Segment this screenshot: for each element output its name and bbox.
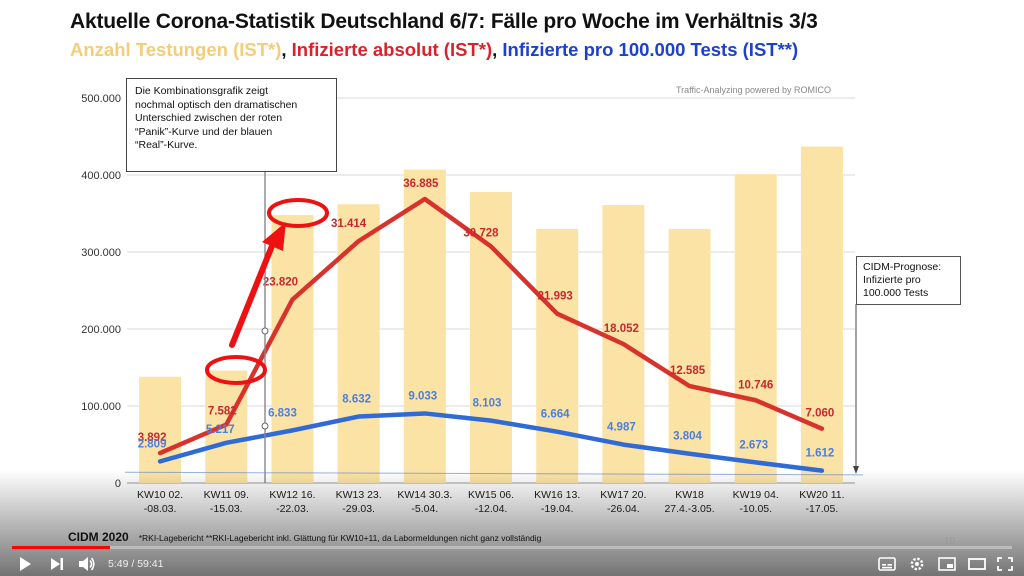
data-label-blue: 6.833 xyxy=(268,407,297,419)
player-controls: 5:49 / 59:41 xyxy=(0,552,1024,576)
data-label-blue: 1.612 xyxy=(806,448,835,460)
data-label-blue: 4.987 xyxy=(607,422,636,434)
x-tick-label: KW17 20. -26.04. xyxy=(600,489,646,515)
x-tick-label: KW15 06. -12.04. xyxy=(468,489,514,515)
bar-tests xyxy=(668,228,711,483)
note-line: “Panik”-Kurve und der blauen xyxy=(135,125,273,138)
bar-layer xyxy=(139,146,843,484)
bar-tests xyxy=(337,204,380,483)
annotation-circle xyxy=(267,198,329,228)
page-subtitle: Anzahl Testungen (IST*), Infizierte abso… xyxy=(70,39,798,61)
subtitle-infected-per-100k: Infizierte pro 100.000 Tests (IST**) xyxy=(502,39,799,60)
play-icon[interactable] xyxy=(14,554,36,574)
fullscreen-icon[interactable] xyxy=(994,554,1016,574)
note-line: Die Kombinationsgrafik zeigt xyxy=(135,85,269,97)
y-tick-label: 400.000 xyxy=(81,170,121,182)
video-progress-bar[interactable] xyxy=(12,546,1012,549)
y-tick-label: 300.000 xyxy=(81,247,121,259)
note-line: “Real”-Kurve. xyxy=(135,139,198,151)
bar-tests xyxy=(536,228,579,483)
data-label-red: 31.414 xyxy=(331,218,367,230)
cidm-line: Infizierte pro xyxy=(863,274,921,286)
data-label-red: 7.060 xyxy=(806,408,835,420)
time-display: 5:49 / 59:41 xyxy=(108,558,164,570)
line-infected-per-100k xyxy=(157,411,825,473)
data-label-red: 21.993 xyxy=(538,291,573,303)
bar-tests xyxy=(470,191,512,483)
data-label-blue: 6.664 xyxy=(541,409,570,421)
bar-tests xyxy=(139,376,182,483)
data-label-blue: 2.809 xyxy=(138,438,167,450)
y-tick-label: 100.000 xyxy=(81,401,121,413)
annotation-arrow-head xyxy=(262,222,286,251)
volume-icon[interactable] xyxy=(76,554,98,574)
line-infected-absolute xyxy=(157,196,825,456)
footer-brand: CIDM 2020 xyxy=(68,530,129,544)
watermark-text: Traffic-Analyzing powered by ROMICO xyxy=(676,85,832,95)
annotation-guide-dot xyxy=(261,327,269,335)
annotation-arrow-shaft xyxy=(229,243,275,348)
label-layer: 3.892 7.582 23.820 31.414 36.885 30.728 21.993… xyxy=(138,178,835,460)
x-tick-label: KW16 13. -19.04. xyxy=(534,489,580,515)
x-tick-label: KW19 04. -10.05. xyxy=(733,489,779,515)
bar-tests xyxy=(800,146,843,483)
video-progress-fill xyxy=(12,546,110,549)
footer-note: *RKI-Lagebericht **RKI-Lagebericht inkl.… xyxy=(138,533,542,543)
annotation-note-box: Die Kombinationsgrafik zeigt nochmal opt… xyxy=(126,78,337,172)
data-label-red: 18.052 xyxy=(604,323,639,335)
data-label-blue: 2.673 xyxy=(739,439,768,451)
x-tick-label: KW14 30.3. -5.04. xyxy=(397,489,452,515)
data-label-red: 7.582 xyxy=(208,406,237,418)
subtitle-separator: , xyxy=(492,39,503,60)
data-label-blue: 5.217 xyxy=(206,424,235,436)
data-label-red: 23.820 xyxy=(263,277,298,289)
note-line: nochmal optisch den dramatischen xyxy=(135,98,298,111)
subtitle-tests: Anzahl Testungen (IST*) xyxy=(70,39,282,60)
x-tick-label: KW10 02. -08.03. xyxy=(137,489,183,515)
data-label-red: 36.885 xyxy=(403,178,439,190)
bar-tests xyxy=(403,169,446,484)
data-label-blue: 9.033 xyxy=(408,390,437,402)
bar-tests xyxy=(734,174,777,484)
cidm-forecast-box: CIDM-Prognose: Infizierte pro 100.000 Te… xyxy=(856,256,961,305)
bar-tests xyxy=(271,215,314,484)
cidm-line: CIDM-Prognose: xyxy=(863,261,942,273)
data-label-red: 30.728 xyxy=(463,227,499,239)
data-label-red: 10.746 xyxy=(738,379,773,391)
subtitles-icon[interactable] xyxy=(876,554,898,574)
next-icon[interactable] xyxy=(46,554,68,574)
x-tick-label: KW11 09. -15.03. xyxy=(204,489,249,515)
data-label-red: 3.892 xyxy=(138,432,167,444)
miniplayer-icon[interactable] xyxy=(936,554,958,574)
settings-icon[interactable] xyxy=(906,554,928,574)
x-tick-label: KW12 16. -22.03. xyxy=(269,489,315,515)
x-tick-label: KW18 27.4.-3.05. xyxy=(664,489,714,515)
page-title: Aktuelle Corona-Statistik Deutschland 6/… xyxy=(70,10,818,33)
page-number: 10 xyxy=(944,536,956,547)
y-tick-label: 0 xyxy=(115,478,121,490)
data-label-blue: 3.804 xyxy=(673,431,702,443)
annotation-layer xyxy=(205,172,859,483)
y-tick-label: 200.000 xyxy=(81,324,121,336)
data-label-blue: 8.103 xyxy=(473,398,502,410)
line-layer xyxy=(157,196,825,473)
footer: CIDM 2020 *RKI-Lagebericht **RKI-Lageberi… xyxy=(68,530,541,544)
x-tick-label: KW13 23. -29.03. xyxy=(336,489,382,515)
cidm-line: 100.000 Tests xyxy=(863,287,929,299)
annotation-circle xyxy=(205,355,267,385)
subtitle-separator: , xyxy=(281,39,292,60)
annotation-pointer-head xyxy=(853,466,859,474)
data-label-blue: 8.632 xyxy=(342,394,371,406)
data-label-red: 12.585 xyxy=(670,365,706,377)
annotation-guide-dot xyxy=(261,422,269,430)
x-tick-label: KW20 11. -17.05. xyxy=(799,489,844,515)
y-tick-label: 500.000 xyxy=(81,93,121,105)
subtitle-infected-absolute: Infizierte absolut (IST*) xyxy=(291,39,493,60)
note-line: Unterschied zwischen der roten xyxy=(135,112,283,124)
theater-icon[interactable] xyxy=(966,554,988,574)
